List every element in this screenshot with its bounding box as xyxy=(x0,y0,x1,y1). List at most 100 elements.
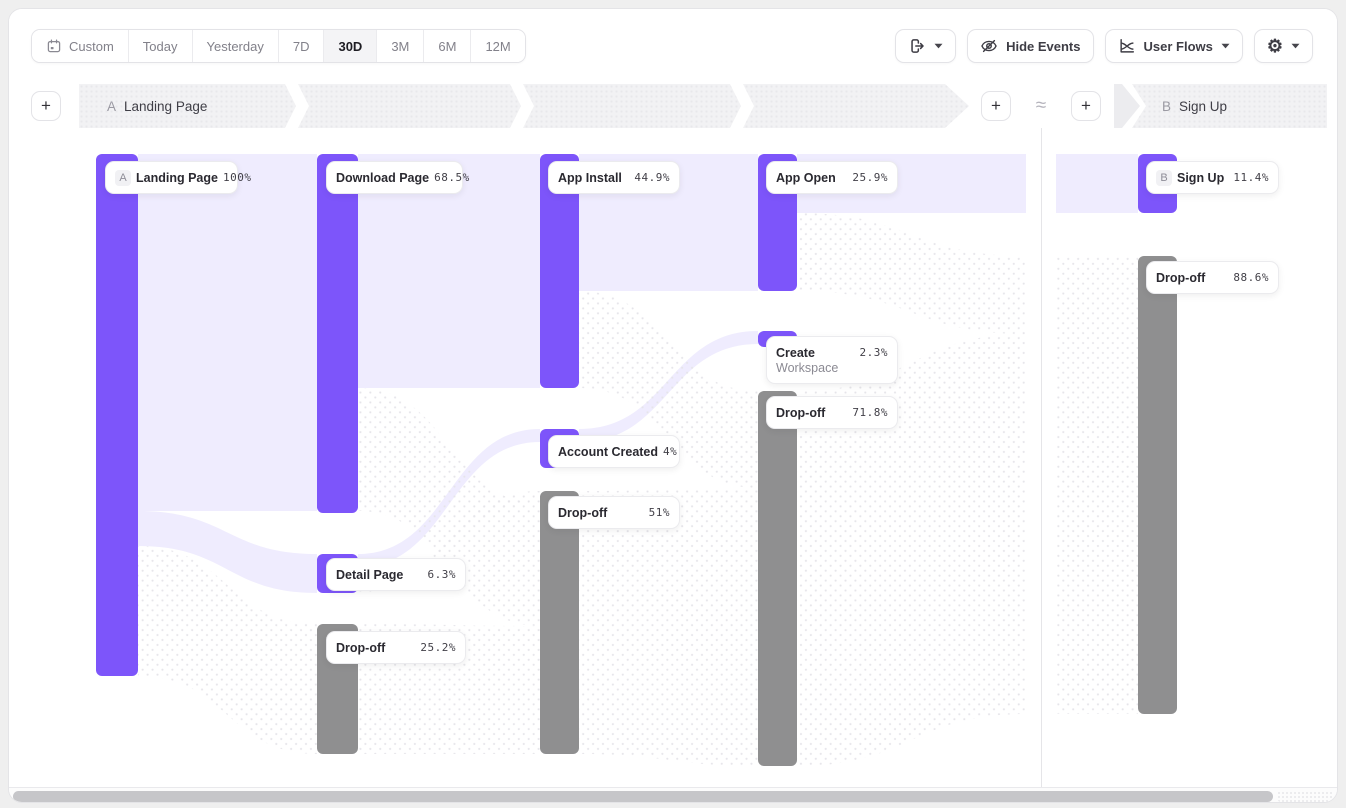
node-letter-badge: A xyxy=(115,169,131,186)
node-name: Landing Page xyxy=(136,170,218,185)
node-label-row: Create 2.3% xyxy=(776,346,888,360)
user-flows-panel: A Landing Page 100% Download Page 68.5% Detai… xyxy=(8,8,1338,803)
user-flows-label: User Flows xyxy=(1143,38,1213,54)
step-a-name: Landing Page xyxy=(124,98,208,114)
date-range-label: 12M xyxy=(485,38,511,54)
node-label-createws[interactable]: Create 2.3% Workspace xyxy=(766,336,898,384)
date-range-selector: Custom Today Yesterday 7D 30D 3M 6M 12M xyxy=(31,29,526,63)
step-chevron-icon xyxy=(730,84,754,128)
node-name: App Install xyxy=(558,170,622,185)
chevron-down-icon xyxy=(934,43,943,49)
date-range-today[interactable]: Today xyxy=(128,30,193,62)
node-letter-badge: B xyxy=(1156,169,1172,186)
node-label-account[interactable]: Account Created 4% xyxy=(548,435,680,468)
node-label-dropoff-3[interactable]: Drop-off 71.8% xyxy=(766,396,898,429)
node-percent: 88.6% xyxy=(1233,271,1269,284)
user-flows-button[interactable]: User Flows xyxy=(1104,29,1243,63)
flow-steps-header: + A Landing Page + ≈ + B Sign Up xyxy=(9,84,1337,128)
node-label-dropoff-2[interactable]: Drop-off 51% xyxy=(548,496,680,529)
node-percent: 51% xyxy=(648,506,670,519)
node-label-dropoff-4[interactable]: Drop-off 88.6% xyxy=(1146,261,1279,294)
date-range-30d[interactable]: 30D xyxy=(324,30,378,62)
node-percent: 68.5% xyxy=(434,171,470,184)
node-name: Download Page xyxy=(336,170,430,185)
calendar-icon xyxy=(46,38,62,54)
node-bar-dropoff-4[interactable] xyxy=(1138,256,1177,714)
node-label-landing[interactable]: A Landing Page 100% xyxy=(105,161,251,194)
node-bar-download[interactable] xyxy=(317,154,358,513)
step-b-label: B Sign Up xyxy=(1162,84,1227,128)
hide-events-label: Hide Events xyxy=(1006,38,1081,54)
export-button[interactable] xyxy=(895,29,957,63)
chevron-down-icon xyxy=(1221,43,1230,49)
date-range-label: Yesterday xyxy=(206,38,264,54)
date-range-yesterday[interactable]: Yesterday xyxy=(192,30,279,62)
date-range-custom[interactable]: Custom xyxy=(32,30,129,62)
node-bar-landing[interactable] xyxy=(96,154,138,676)
flow-b-steps-bar[interactable]: B Sign Up xyxy=(1132,84,1327,128)
dropoff-link-dropoff-3-edge[interactable] xyxy=(797,334,1026,766)
node-label-dropoff-1[interactable]: Drop-off 25.2% xyxy=(326,631,466,664)
eye-off-icon xyxy=(980,37,998,55)
node-percent: 44.9% xyxy=(634,171,670,184)
date-range-label: Custom xyxy=(69,38,114,54)
node-percent: 100% xyxy=(222,171,252,184)
step-b-letter: B xyxy=(1162,98,1172,114)
node-bar-dropoff-2[interactable] xyxy=(540,491,579,754)
node-percent: 6.3% xyxy=(427,568,456,581)
gear-icon: ⚙ xyxy=(1266,36,1283,56)
export-icon xyxy=(908,37,926,55)
add-step-button-a-end[interactable]: + xyxy=(981,91,1011,121)
node-percent: 71.8% xyxy=(852,406,888,419)
dropoff-link-edge-dropoff-4[interactable] xyxy=(1056,256,1138,334)
node-name: Drop-off xyxy=(558,505,608,520)
toolbar: Custom Today Yesterday 7D 30D 3M 6M 12M xyxy=(9,9,1337,75)
date-range-label: 3M xyxy=(391,38,410,54)
dropoff-link-appinstall-dropoff-3[interactable] xyxy=(579,291,758,488)
dropoff-link-dropoff-2-dropoff-3[interactable] xyxy=(579,488,758,766)
date-range-12m[interactable]: 12M xyxy=(471,30,525,62)
node-label-signup[interactable]: B Sign Up 11.4% xyxy=(1146,161,1279,194)
scrollbar-track-texture xyxy=(1277,791,1333,802)
date-range-label: 30D xyxy=(338,38,363,54)
toolbar-right-group: Hide Events User Flows ⚙ xyxy=(895,29,1313,63)
dropoff-link-edge-dropoff-4[interactable] xyxy=(1056,334,1138,714)
add-step-button-start[interactable]: + xyxy=(31,91,61,121)
date-range-6m[interactable]: 6M xyxy=(424,30,472,62)
chevron-down-icon xyxy=(1291,43,1300,49)
date-range-3m[interactable]: 3M xyxy=(377,30,425,62)
node-name: Account Created xyxy=(558,444,659,459)
flow-link-landing-detail[interactable] xyxy=(138,511,317,593)
flow-link-edge-signup[interactable] xyxy=(1056,154,1138,213)
flow-a-steps-bar[interactable]: A Landing Page xyxy=(79,84,969,128)
node-name: Drop-off xyxy=(776,405,826,420)
settings-button[interactable]: ⚙ xyxy=(1253,29,1313,63)
node-label-appinstall[interactable]: App Install 44.9% xyxy=(548,161,680,194)
date-range-7d[interactable]: 7D xyxy=(278,30,325,62)
node-name: Sign Up xyxy=(1177,170,1225,185)
node-percent: 25.2% xyxy=(420,641,456,654)
step-chevron-icon xyxy=(510,84,534,128)
date-range-label: 7D xyxy=(292,38,310,54)
step-a-letter: A xyxy=(107,98,117,114)
node-label-appopen[interactable]: App Open 25.9% xyxy=(766,161,898,194)
node-label-download[interactable]: Download Page 68.5% xyxy=(326,161,469,194)
node-name: Drop-off xyxy=(336,640,386,655)
flow-link-landing-download[interactable] xyxy=(138,154,317,511)
step-chevron-icon xyxy=(285,84,309,128)
flow-link-download-appinstall[interactable] xyxy=(358,154,540,388)
add-step-button-b-start[interactable]: + xyxy=(1071,91,1101,121)
node-bar-dropoff-3[interactable] xyxy=(758,391,797,766)
node-name: Drop-off xyxy=(1156,270,1206,285)
sankey-canvas: A Landing Page 100% Download Page 68.5% Detai… xyxy=(9,9,1337,802)
node-label-detail[interactable]: Detail Page 6.3% xyxy=(326,558,466,591)
dropoff-link-landing-dropoff-1[interactable] xyxy=(138,546,317,754)
hide-events-button[interactable]: Hide Events xyxy=(967,29,1094,63)
dropoff-link-appopen-edge[interactable] xyxy=(797,213,1026,334)
scrollbar-thumb[interactable] xyxy=(13,791,1273,802)
section-divider-line xyxy=(1041,84,1042,787)
dropoff-link-download-dropoff-2[interactable] xyxy=(358,388,540,626)
node-name: Detail Page xyxy=(336,567,404,582)
flow-b-arrow-tip-icon xyxy=(1114,84,1140,128)
node-name: App Open xyxy=(776,170,836,185)
